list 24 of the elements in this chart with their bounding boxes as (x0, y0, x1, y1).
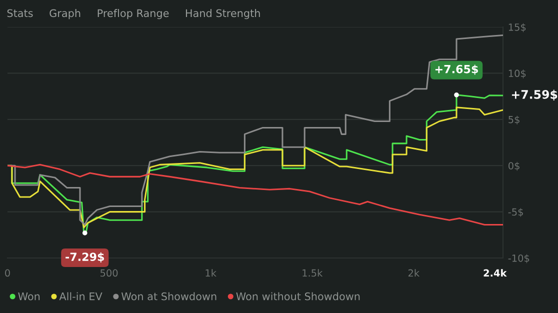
annotation: -7.29$ (66, 252, 104, 262)
x-tick-label: 1.5k (302, 269, 323, 277)
legend-label: Won (18, 292, 40, 300)
annotation: +7.59$ (512, 90, 558, 100)
x-tick-label: 1k (206, 269, 216, 276)
y-tick-label: -10$ (508, 254, 530, 264)
annotation: +7.65$ (435, 64, 478, 75)
line-series (8, 164, 503, 226)
legend-label: Won without Showdown (236, 292, 360, 300)
text: Preflop Range (98, 9, 169, 20)
y-tick-label: 10$ (508, 70, 526, 78)
x-tick-label: 2k (408, 269, 420, 276)
y-tick-label: -5$ (508, 208, 523, 217)
y-tick-label: 0$ (508, 162, 520, 171)
x-tick-label: 500 (100, 269, 118, 277)
text: Stats (7, 9, 33, 18)
x-tick-label: 2.4k (484, 269, 507, 276)
text: Graph (50, 9, 80, 20)
legend-label: Won at Showdown (121, 292, 216, 300)
text: Hand Strength (186, 9, 260, 20)
x-tick-label: 0 (5, 269, 10, 277)
y-tick-label: 15$ (508, 23, 526, 32)
y-tick-label: 5$ (508, 116, 520, 125)
legend-label: All-in EV (59, 292, 102, 300)
